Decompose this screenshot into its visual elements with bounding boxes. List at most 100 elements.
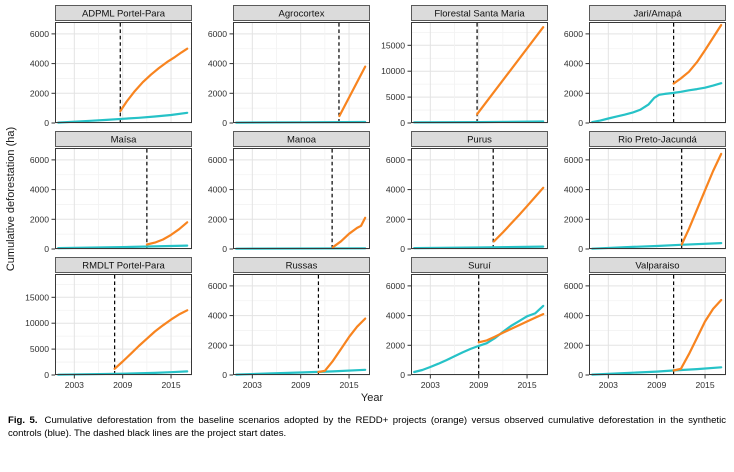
panel-strip [411, 131, 548, 147]
baseline-line [338, 65, 367, 118]
x-tick-label: 2003 [65, 380, 84, 390]
baseline-line [119, 47, 189, 113]
y-tick-label: 4000 [564, 311, 583, 321]
y-tick-label: 2000 [564, 214, 583, 224]
y-tick-label: 2000 [564, 340, 583, 350]
x-tick-label: 2009 [113, 380, 132, 390]
x-tick-label: 2009 [469, 380, 488, 390]
panel-title: Jari/Amapá [633, 9, 682, 20]
y-tick-label: 0 [44, 244, 49, 252]
panel-agrocortex: Agrocortex 0 2000 4000 6000 [208, 5, 370, 126]
y-tick-label: 4000 [386, 311, 405, 321]
panel-manoa: Manoa 0 2000 4000 6000 [208, 131, 370, 252]
y-tick-label: 6000 [386, 281, 405, 291]
baseline-line [477, 312, 545, 344]
y-tick-label: 4000 [208, 185, 227, 195]
x-tick-label: 2003 [243, 380, 262, 390]
y-tick-label: 2000 [208, 214, 227, 224]
y-tick-label: 4000 [208, 59, 227, 69]
observed-line [591, 366, 723, 376]
y-axis-title-text: Cumulative deforestation (ha) [5, 126, 17, 272]
panel-rio-preto-jacunda: Rio Preto-Jacundá 0 2000 4000 6000 [564, 131, 726, 252]
y-tick-label: 0 [578, 244, 583, 252]
panel-strip [233, 5, 370, 21]
panel-title: Valparaiso [635, 261, 679, 272]
panel-jari-amapa: Jari/Amapá 0 2000 4000 6000 [564, 5, 726, 126]
baseline-line [680, 152, 723, 246]
caption-tag: Fig. 5. [8, 415, 38, 426]
observed-line [591, 241, 723, 250]
y-tick-label: 6000 [564, 155, 583, 165]
y-tick-label: 0 [578, 370, 583, 380]
y-tick-label: 4000 [30, 185, 49, 195]
caption-text: Cumulative deforestation from the baseli… [8, 415, 726, 440]
panel-purus: Purus 0 2000 4000 6000 [386, 131, 548, 252]
y-tick-label: 6000 [564, 281, 583, 291]
observed-line [591, 82, 723, 124]
baseline-line [672, 23, 723, 85]
x-tick-label: 2003 [421, 380, 440, 390]
y-tick-label: 5000 [30, 344, 49, 354]
panel-surui: Suruí 0 2000 4000 6000 2003 2009 2015 [386, 257, 548, 390]
y-tick-label: 0 [44, 118, 49, 126]
y-tick-label: 0 [400, 370, 405, 380]
observed-line [413, 304, 545, 374]
y-tick-label: 2000 [386, 214, 405, 224]
y-tick-label: 2000 [386, 340, 405, 350]
baseline-line [492, 186, 545, 243]
y-tick-label: 6000 [386, 155, 405, 165]
baseline-line [113, 309, 189, 370]
y-tick-label: 4000 [386, 185, 405, 195]
panel-adpml-portel-para: ADPML Portel-Para 0 2000 4000 6000 [30, 5, 192, 126]
y-tick-label: 2000 [30, 88, 49, 98]
y-tick-label: 2000 [30, 214, 49, 224]
panel-title: Florestal Santa Maria [434, 9, 525, 20]
panel-strip [55, 257, 192, 273]
panel-rmdlt-portel-para: RMDLT Portel-Para 0 5000 10000 15000 2003 2009… [25, 257, 192, 390]
y-tick-label: 6000 [564, 29, 583, 39]
x-tick-label: 2003 [599, 380, 618, 390]
panel-maisa: Maísa 0 2000 4000 6000 [30, 131, 192, 252]
y-tick-label: 0 [222, 118, 227, 126]
observed-line [57, 244, 189, 250]
panel-valparaiso: Valparaiso 0 2000 4000 6000 2003 2009 2015 [564, 257, 726, 390]
y-tick-label: 4000 [30, 59, 49, 69]
y-tick-label: 15000 [25, 292, 49, 302]
panel-strip [589, 131, 726, 147]
y-tick-label: 15000 [381, 40, 405, 50]
y-tick-label: 5000 [386, 92, 405, 102]
panel-florestal-santa-maria: Florestal Santa Maria 0 5000 10000 15000 [381, 5, 548, 126]
baseline-line [475, 26, 545, 116]
panel-title: Suruí [468, 261, 491, 272]
panel-title: Purus [467, 135, 492, 146]
baseline-line [672, 298, 723, 372]
y-tick-label: 0 [222, 370, 227, 380]
panel-strip [589, 5, 726, 21]
baseline-line [317, 317, 367, 374]
y-tick-label: 6000 [30, 155, 49, 165]
y-tick-label: 6000 [208, 281, 227, 291]
panel-grid: ADPML Portel-Para 0 2000 4000 6000 Agrocortex… [18, 5, 729, 391]
y-tick-label: 2000 [208, 88, 227, 98]
y-tick-label: 10000 [381, 66, 405, 76]
panel-strip [589, 257, 726, 273]
panel-strip [411, 5, 548, 21]
baseline-line [331, 216, 367, 249]
panel-title: Manoa [287, 135, 317, 146]
figure-caption: Fig. 5. Cumulative deforestation from the… [8, 414, 726, 441]
y-tick-label: 2000 [564, 88, 583, 98]
y-tick-label: 6000 [30, 29, 49, 39]
x-tick-label: 2015 [517, 380, 536, 390]
x-axis-title: Year [360, 392, 384, 404]
panel-strip [55, 5, 192, 21]
panel-strip [411, 257, 548, 273]
panel-title: Maísa [111, 135, 138, 146]
y-tick-label: 0 [222, 244, 227, 252]
x-tick-label: 2009 [291, 380, 310, 390]
x-tick-label: 2009 [647, 380, 666, 390]
y-tick-label: 0 [400, 244, 405, 252]
y-tick-label: 4000 [208, 311, 227, 321]
panel-title: Agrocortex [279, 9, 325, 20]
baseline-line [145, 221, 189, 246]
observed-line [57, 111, 189, 124]
